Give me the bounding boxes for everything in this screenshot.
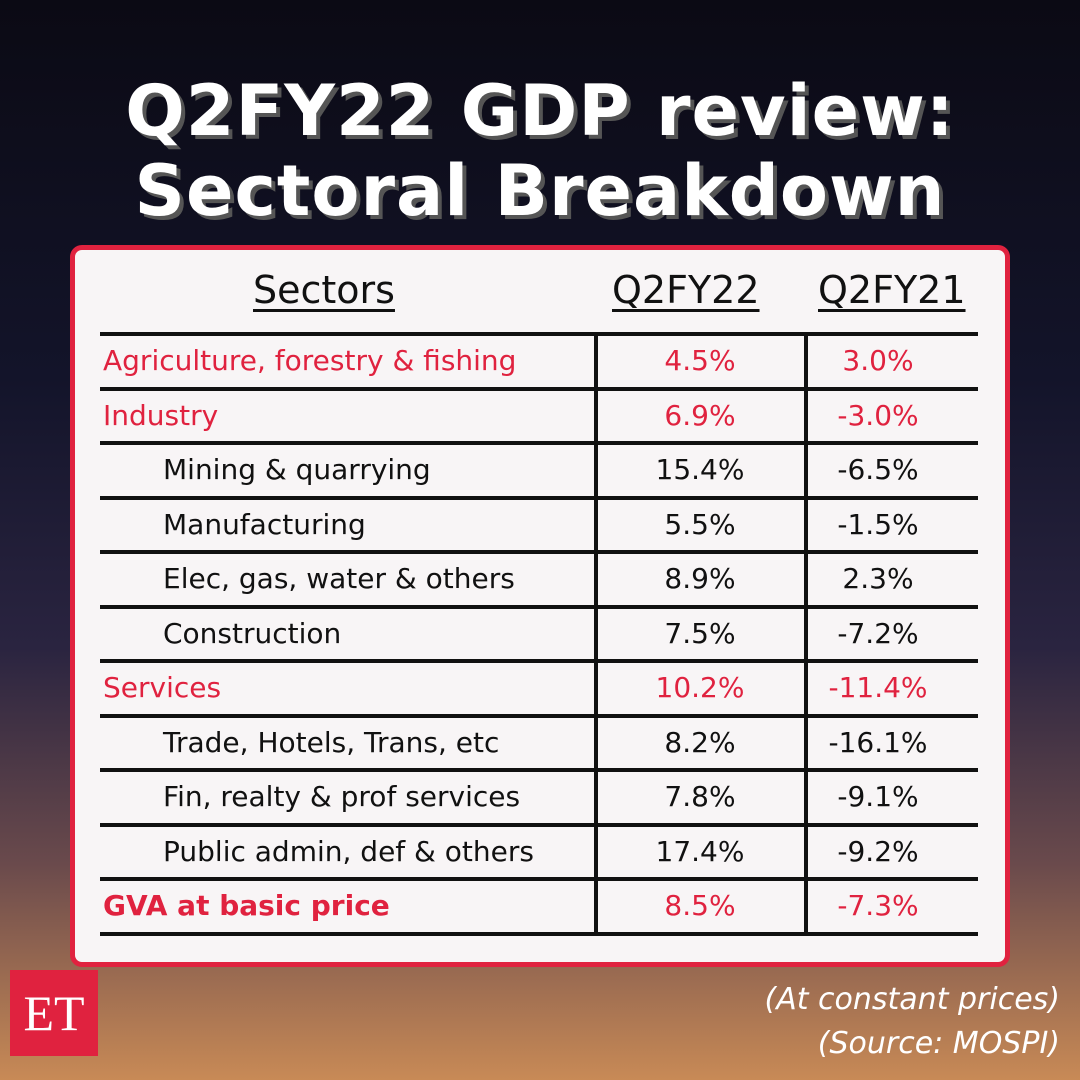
cell-value: -6.5%: [837, 453, 919, 486]
row-rule: [100, 877, 978, 881]
row-label: Fin, realty & prof services: [163, 780, 521, 813]
row-label: Construction: [163, 616, 342, 650]
row-rule: [100, 550, 978, 554]
row-rule: [100, 713, 978, 718]
row-label: Trade, Hotels, Trans, etc: [163, 725, 500, 759]
row-rule: [100, 931, 978, 936]
row-label: GVA at basic price: [103, 889, 390, 922]
row-rule: [100, 822, 978, 827]
row-rule: [100, 495, 978, 500]
cell-value: -7.2%: [837, 616, 919, 650]
column-header: Q2FY22: [612, 268, 760, 312]
cell-value: 2.3%: [842, 562, 914, 595]
cell-value: -9.1%: [837, 780, 919, 813]
footnote: (Source: MOSPI): [817, 1026, 1060, 1061]
row-label: Manufacturing: [163, 507, 366, 541]
cell-value: -7.3%: [837, 889, 919, 922]
cell-value: 10.2%: [655, 671, 745, 704]
row-label: Mining & quarrying: [163, 453, 431, 486]
row-label: Services: [103, 671, 222, 704]
cell-value: -9.2%: [837, 834, 919, 868]
title: Q2FY22 GDP review:: [125, 70, 955, 152]
cell-value: -16.1%: [828, 725, 928, 759]
cell-value: -3.0%: [837, 398, 919, 432]
row-rule: [100, 768, 978, 772]
cell-value: 4.5%: [664, 344, 736, 377]
column-header: Sectors: [253, 268, 395, 312]
cell-value: 7.8%: [664, 780, 736, 813]
logo: ET: [10, 970, 98, 1056]
row-rule: [100, 441, 978, 445]
cell-value: 8.5%: [664, 889, 736, 922]
cell-value: 8.2%: [664, 725, 736, 759]
row-label: Elec, gas, water & others: [163, 562, 515, 595]
row-rule: [100, 332, 978, 336]
cell-value: 15.4%: [655, 453, 745, 486]
column-divider: [804, 333, 808, 933]
footnote: (At constant prices): [764, 982, 1060, 1017]
column-divider: [594, 333, 598, 933]
row-rule: [100, 604, 978, 609]
column-header: Q2FY21: [818, 268, 966, 312]
title: Sectoral Breakdown: [134, 150, 946, 232]
cell-value: -1.5%: [837, 507, 919, 541]
row-label: Public admin, def & others: [163, 834, 534, 868]
cell-value: 8.9%: [664, 562, 736, 595]
row-rule: [100, 659, 978, 663]
cell-value: 7.5%: [664, 616, 736, 650]
cell-value: 6.9%: [664, 398, 736, 432]
cell-value: 17.4%: [655, 834, 745, 868]
cell-value: -11.4%: [828, 671, 928, 704]
row-label: Agriculture, forestry & fishing: [103, 344, 517, 377]
row-label: Industry: [103, 398, 219, 432]
cell-value: 3.0%: [842, 344, 914, 377]
row-rule: [100, 386, 978, 391]
cell-value: 5.5%: [664, 507, 736, 541]
